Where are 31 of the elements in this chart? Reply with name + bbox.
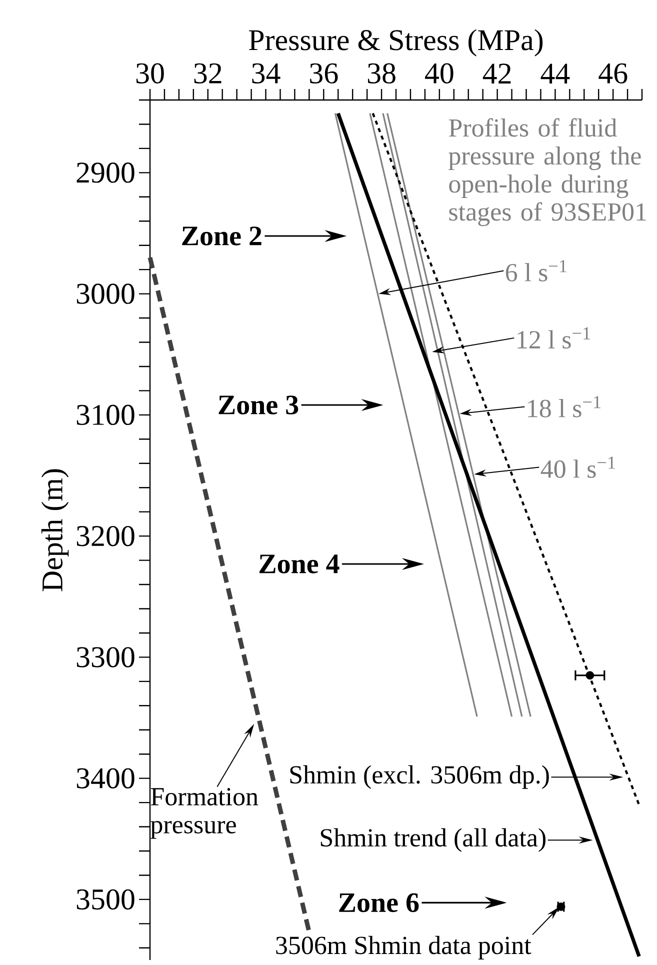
x-tick-label: 34 [252, 63, 280, 84]
y-tick-label: 3200 [76, 526, 134, 546]
annotation: Zone 4 [259, 554, 340, 574]
x-tick-label: 38 [368, 63, 396, 84]
y-tick-label: 3300 [76, 647, 134, 668]
x-tick-label: 44 [540, 64, 570, 84]
y-axis-title: Depth (m) [41, 469, 69, 592]
annotation: Profiles of fluid pressure along the open-hole during stages of 93SEP01 [448, 118, 646, 226]
annotation: 6 l s$^{−1}$ [506, 260, 566, 282]
annotation: 40 l s$^{−1}$ [540, 456, 615, 478]
annotation: 3506m Shmin data point [276, 936, 532, 960]
x-tick-label: 30 [136, 63, 164, 84]
x-tick-label: 32 [194, 63, 222, 84]
annotation: Zone 2 [182, 226, 262, 246]
annotation: Shmin (excl. 3506m dp.) [290, 765, 549, 789]
x-axis-title: Pressure & Stress (MPa) [248, 29, 543, 56]
y-tick-label: 3500 [76, 889, 134, 910]
annotation: Formation pressure [150, 788, 258, 839]
y-tick-label: 3100 [76, 404, 134, 426]
annotation: Zone 6 [339, 893, 419, 912]
y-tick-label: 3400 [76, 768, 134, 788]
annotation: Shmin trend (all data) [320, 828, 546, 852]
x-tick-label: 40 [425, 63, 454, 84]
x-tick-label: 36 [310, 63, 338, 84]
y-tick-label: 3000 [76, 284, 134, 304]
annotation: 18 l s$^{−1}$ [528, 396, 600, 418]
annotation: Zone 3 [218, 396, 298, 414]
x-tick-label: 46 [598, 63, 628, 84]
x-tick-label: 42 [482, 64, 511, 84]
annotation: 12 l s$^{−1}$ [518, 327, 590, 349]
y-tick-label: 2900 [76, 162, 134, 183]
